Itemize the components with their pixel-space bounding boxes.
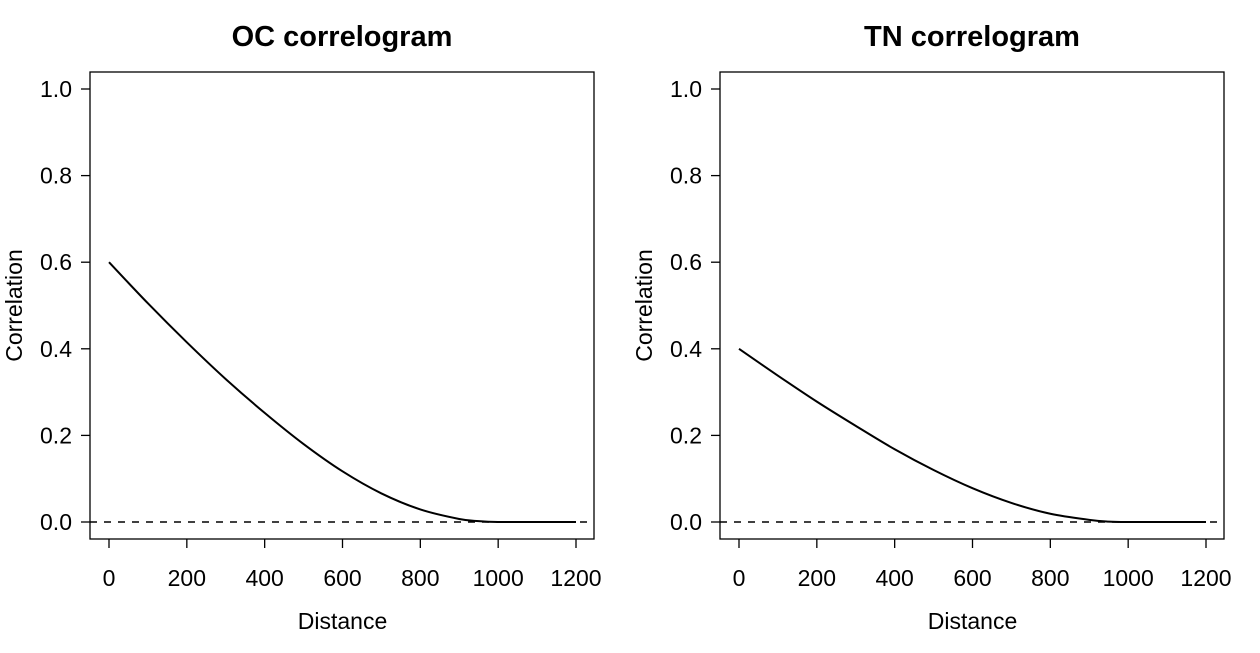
y-tick-label: 0.8 (670, 163, 702, 189)
y-tick-label: 1.0 (40, 76, 72, 102)
x-tick-label: 1200 (1180, 565, 1231, 591)
x-tick-label: 200 (798, 565, 836, 591)
x-tick-label: 1000 (1103, 565, 1154, 591)
series-line-1 (738, 347, 1206, 524)
y-tick-label: 1.0 (670, 76, 702, 102)
chart-panel-2: TN correlogram 0.0 0.2 0.4 0.6 0.8 1.0 0 200 400 6… (631, 21, 1232, 634)
x-tick-label: 400 (875, 565, 913, 591)
y-tick-label: 0.0 (40, 509, 72, 535)
plot-frame (89, 71, 595, 540)
y-axis-title: Correlation (631, 249, 657, 362)
x-tick-label: 600 (323, 565, 361, 591)
y-tick-label: 0.6 (40, 249, 72, 275)
x-tick-label: 800 (1031, 565, 1069, 591)
series-line-1 (108, 261, 576, 524)
x-tick-label: 200 (168, 565, 206, 591)
chart-title: TN correlogram (864, 21, 1080, 53)
plot-frame (719, 71, 1225, 540)
x-tick-label: 0 (103, 565, 116, 591)
x-tick-label: 1000 (473, 565, 524, 591)
x-tick-label: 0 (733, 565, 746, 591)
y-tick-label: 0.8 (40, 163, 72, 189)
y-tick-label: 0.6 (670, 249, 702, 275)
chart-panel-1: OC correlogram 0.0 0.2 0.4 0.6 0.8 1.0 0 200 400 6… (1, 21, 602, 634)
x-tick-label: 600 (953, 565, 991, 591)
x-axis-title: Distance (928, 608, 1017, 634)
x-tick-label: 800 (401, 565, 439, 591)
y-tick-label: 0.4 (40, 336, 72, 362)
y-tick-label: 0.2 (40, 422, 72, 448)
chart-title: OC correlogram (232, 21, 453, 53)
y-tick-label: 0.0 (670, 509, 702, 535)
x-tick-label: 1200 (550, 565, 601, 591)
y-tick-label: 0.2 (670, 422, 702, 448)
x-axis-title: Distance (298, 608, 387, 634)
y-tick-label: 0.4 (670, 336, 702, 362)
x-tick-label: 400 (245, 565, 283, 591)
y-axis-title: Correlation (1, 249, 27, 362)
